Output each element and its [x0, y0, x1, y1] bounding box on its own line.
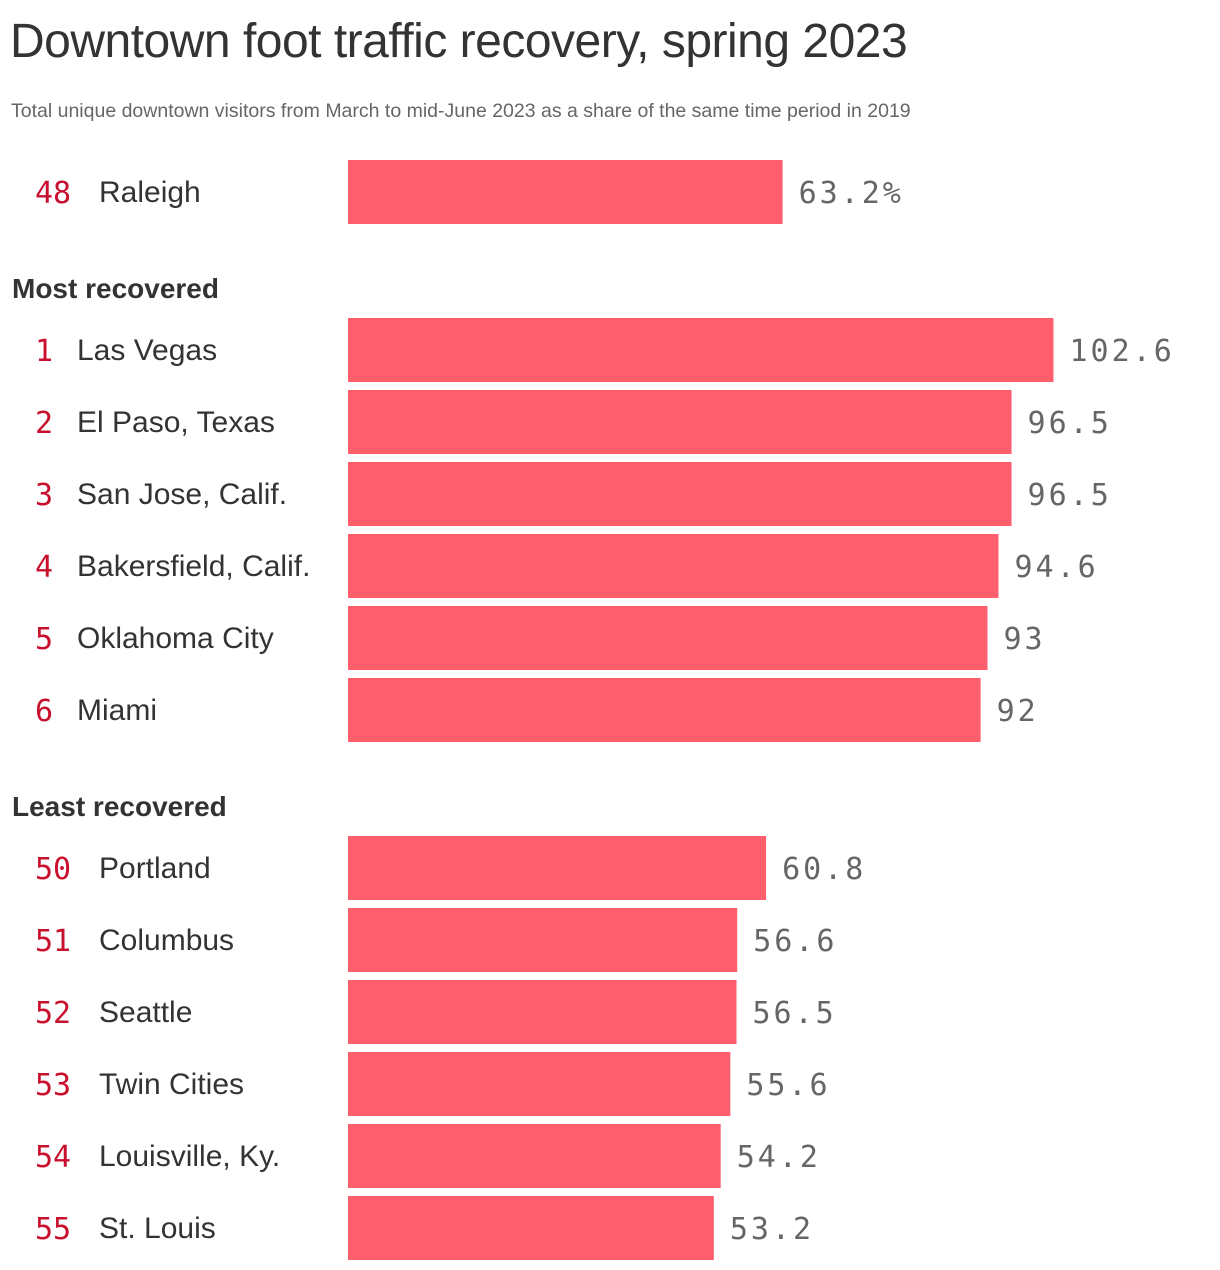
bar-columbus — [348, 908, 738, 972]
city-label-louisville-ky: Louisville, Ky. — [99, 1140, 280, 1173]
bar-twin-cities — [348, 1052, 731, 1116]
city-label-twin-cities: Twin Cities — [99, 1068, 244, 1101]
city-label-seattle: Seattle — [99, 996, 192, 1029]
rank-label-twin-cities: 53 — [35, 1068, 71, 1103]
value-label-twin-cities: 55.6 — [746, 1068, 830, 1103]
rank-label-portland: 50 — [35, 852, 71, 887]
value-label-el-paso-texas: 96.5 — [1028, 406, 1112, 441]
city-label-san-jose-calif: San Jose, Calif. — [77, 478, 287, 511]
bar-san-jose-calif — [348, 462, 1012, 526]
chart-subtitle: Total unique downtown visitors from Marc… — [11, 100, 911, 122]
value-label-bakersfield-calif: 94.6 — [1014, 550, 1098, 585]
rank-label-miami: 6 — [35, 694, 53, 729]
bar-raleigh — [348, 160, 783, 224]
rank-label-las-vegas: 1 — [35, 334, 53, 369]
value-label-portland: 60.8 — [782, 852, 866, 887]
value-label-oklahoma-city: 93 — [1003, 622, 1045, 657]
bar-louisville-ky — [348, 1124, 721, 1188]
bar-miami — [348, 678, 981, 742]
rank-label-oklahoma-city: 5 — [35, 622, 53, 657]
value-label-louisville-ky: 54.2 — [737, 1140, 821, 1175]
city-label-el-paso-texas: El Paso, Texas — [77, 406, 275, 439]
value-label-raleigh: 63.2% — [799, 176, 904, 211]
value-label-miami: 92 — [997, 694, 1039, 729]
bar-el-paso-texas — [348, 390, 1012, 454]
city-label-las-vegas: Las Vegas — [77, 334, 217, 367]
bar-seattle — [348, 980, 737, 1044]
city-label-oklahoma-city: Oklahoma City — [77, 622, 274, 655]
city-label-columbus: Columbus — [99, 924, 234, 957]
rank-label-columbus: 51 — [35, 924, 71, 959]
city-label-portland: Portland — [99, 852, 211, 885]
value-label-st-louis: 53.2 — [730, 1212, 814, 1247]
value-label-columbus: 56.6 — [753, 924, 837, 959]
rank-label-el-paso-texas: 2 — [35, 406, 53, 441]
city-label-raleigh: Raleigh — [99, 176, 201, 209]
chart-title: Downtown foot traffic recovery, spring 2… — [10, 15, 908, 68]
value-label-seattle: 56.5 — [753, 996, 837, 1031]
rank-label-seattle: 52 — [35, 996, 71, 1031]
rank-label-st-louis: 55 — [35, 1212, 71, 1247]
bar-bakersfield-calif — [348, 534, 999, 598]
bar-las-vegas — [348, 318, 1054, 382]
city-label-miami: Miami — [77, 694, 157, 727]
rank-label-louisville-ky: 54 — [35, 1140, 71, 1175]
city-label-bakersfield-calif: Bakersfield, Calif. — [77, 550, 310, 583]
value-label-san-jose-calif: 96.5 — [1028, 478, 1112, 513]
bar-oklahoma-city — [348, 606, 988, 670]
value-label-las-vegas: 102.6 — [1070, 334, 1175, 369]
rank-label-raleigh: 48 — [35, 176, 71, 211]
bar-portland — [348, 836, 767, 900]
rank-label-bakersfield-calif: 4 — [35, 550, 53, 585]
city-label-st-louis: St. Louis — [99, 1212, 216, 1245]
bar-st-louis — [348, 1196, 714, 1260]
section-heading-most-recovered: Most recovered — [12, 273, 219, 304]
section-heading-least-recovered: Least recovered — [12, 791, 227, 822]
rank-label-san-jose-calif: 3 — [35, 478, 53, 513]
